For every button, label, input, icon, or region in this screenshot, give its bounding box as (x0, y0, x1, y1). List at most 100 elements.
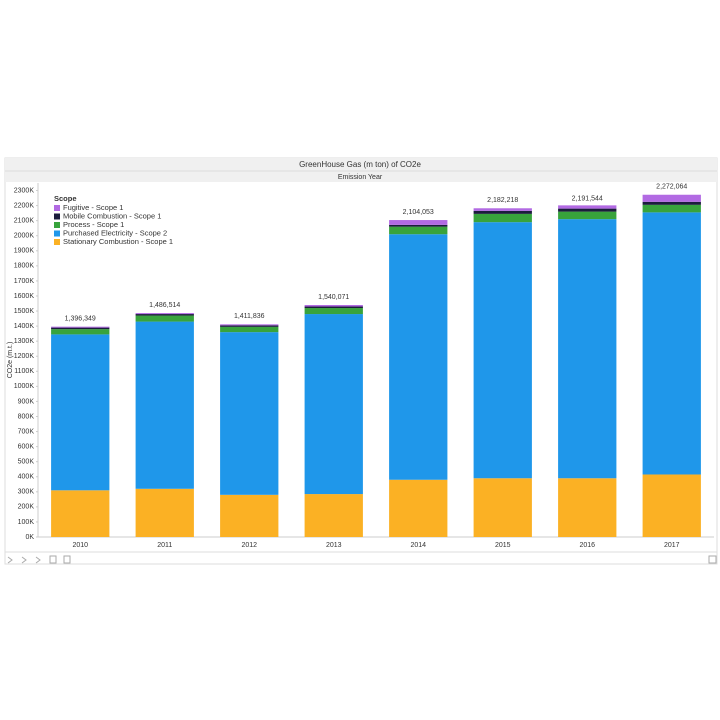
bar-segment (558, 478, 617, 537)
bar-segment (642, 204, 701, 213)
total-label: 2,191,544 (572, 196, 603, 203)
toolbar-icon[interactable] (7, 556, 13, 564)
legend-label: Fugitive - Scope 1 (63, 203, 123, 212)
legend-title: Scope (54, 194, 77, 203)
y-tick-label: 1000K (14, 383, 35, 390)
x-tick-label: 2015 (495, 542, 511, 549)
x-tick-label: 2012 (241, 542, 257, 549)
bar-segment (51, 327, 110, 330)
bar-segment (304, 306, 363, 309)
bar-segment (304, 308, 363, 315)
total-label: 1,486,514 (149, 302, 180, 309)
bar-segment (51, 326, 110, 328)
y-tick-label: 500K (18, 459, 35, 466)
y-tick-label: 300K (18, 489, 35, 496)
bar-segment (51, 490, 110, 537)
y-tick-label: 700K (18, 428, 35, 435)
x-tick-label: 2016 (579, 542, 595, 549)
y-tick-label: 0K (25, 534, 34, 541)
bar-segment (220, 324, 279, 326)
bar-segment (389, 234, 448, 480)
bar-segment (304, 494, 363, 537)
bar-segment (642, 194, 701, 202)
x-tick-label: 2010 (72, 542, 88, 549)
x-tick-label: 2014 (410, 542, 426, 549)
x-tick-label: 2013 (326, 542, 342, 549)
bar-segment (51, 329, 110, 335)
y-tick-label: 1500K (14, 308, 35, 315)
toolbar-icon[interactable] (63, 555, 71, 564)
bar-segment (642, 201, 701, 205)
bar-segment (51, 334, 110, 491)
bar-segment (558, 211, 617, 220)
bar-segment (473, 478, 532, 537)
bar-segment (304, 305, 363, 307)
y-tick-label: 100K (18, 519, 35, 526)
y-tick-label: 1100K (14, 368, 34, 375)
bar-segment (558, 219, 617, 479)
y-tick-label: 1400K (14, 323, 35, 330)
y-tick-label: 600K (18, 443, 35, 450)
bar-segment (220, 494, 279, 537)
legend-swatch (54, 230, 60, 237)
y-tick-label: 900K (18, 398, 35, 405)
bar-segment (220, 326, 279, 333)
x-tick-label: 2011 (157, 542, 172, 549)
bar-segment (642, 474, 701, 537)
total-label: 1,411,836 (234, 313, 265, 320)
chart-title: GreenHouse Gas (m ton) of CO2e (299, 160, 421, 169)
total-label: 2,104,053 (403, 209, 434, 216)
bar-segment (135, 321, 194, 489)
chart-subtitle: Emission Year (338, 174, 383, 181)
bar-segment (135, 314, 194, 316)
y-tick-label: 2300K (14, 187, 35, 194)
bar-segment (389, 224, 448, 227)
bar-segment (389, 226, 448, 235)
toolbar-icon[interactable] (35, 556, 41, 564)
bar-segment (473, 213, 532, 223)
y-tick-label: 1700K (14, 278, 35, 285)
y-tick-label: 800K (18, 413, 35, 420)
y-axis-title: CO2e (m.t.) (7, 342, 14, 379)
legend-swatch (54, 239, 60, 245)
legend-swatch (54, 205, 60, 211)
y-tick-label: 1200K (14, 353, 35, 360)
bar-segment (473, 222, 532, 479)
y-tick-label: 1900K (14, 248, 35, 255)
legend-label: Process - Scope 1 (63, 220, 124, 229)
header-band (5, 158, 717, 182)
total-label: 1,540,071 (318, 294, 349, 301)
toolbar (7, 555, 717, 564)
total-label: 2,182,218 (487, 197, 518, 204)
bar-segment (389, 220, 448, 225)
legend-label: Purchased Electricity - Scope 2 (63, 228, 167, 237)
legend-label: Mobile Combustion - Scope 1 (63, 211, 161, 220)
toolbar-icon[interactable] (49, 555, 57, 564)
toolbar-icon[interactable] (21, 556, 27, 564)
x-tick-label: 2017 (664, 542, 680, 549)
bar-segment (135, 488, 194, 537)
bar-segment (473, 210, 532, 214)
y-tick-label: 1300K (14, 338, 35, 345)
y-tick-label: 400K (18, 474, 35, 481)
legend-label: Stationary Combustion - Scope 1 (63, 237, 173, 246)
legend-swatch (54, 222, 60, 228)
y-tick-label: 200K (18, 504, 35, 511)
bar-segment (220, 325, 279, 327)
legend-swatch (54, 213, 60, 220)
bar-segment (558, 208, 617, 212)
y-tick-label: 2000K (14, 233, 35, 240)
bar-segment (642, 212, 701, 475)
total-label: 2,272,064 (656, 184, 687, 191)
bar-segment (220, 332, 279, 495)
y-tick-label: 1800K (14, 263, 35, 270)
toolbar-icon[interactable] (708, 555, 717, 564)
y-tick-label: 2200K (14, 202, 35, 209)
bar-segment (558, 205, 617, 209)
y-tick-label: 2100K (14, 218, 35, 225)
bar-segment (389, 479, 448, 537)
total-label: 1,396,349 (65, 316, 96, 323)
y-tick-label: 1600K (14, 293, 35, 300)
